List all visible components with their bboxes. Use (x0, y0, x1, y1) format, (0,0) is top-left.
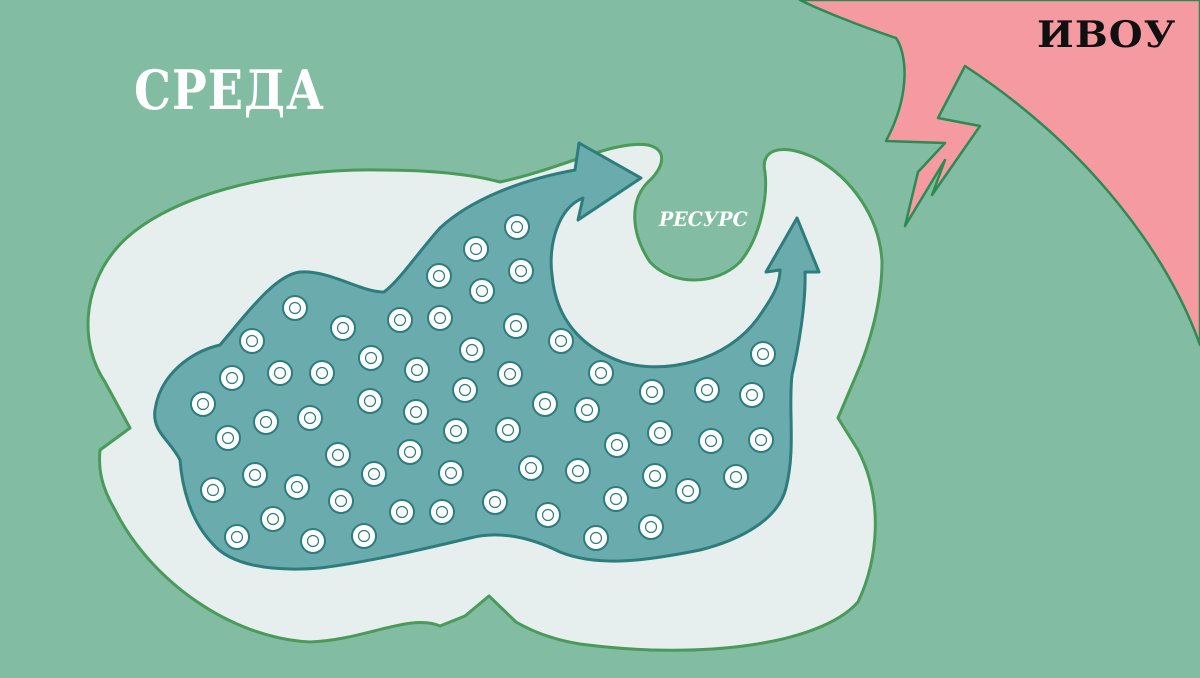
cell-icon (603, 486, 629, 512)
cell-icon (282, 295, 308, 321)
cells-group (190, 214, 776, 554)
cell-icon (647, 420, 673, 446)
cell-icon (642, 463, 668, 489)
threat-zone (798, 0, 1200, 347)
cell-icon (215, 425, 241, 451)
cell-icon (426, 263, 452, 289)
cell-icon (438, 460, 464, 486)
cell-icon (387, 307, 413, 333)
cell-icon (694, 377, 720, 403)
cell-icon (325, 442, 351, 468)
cell-icon (190, 391, 216, 417)
cell-icon (404, 357, 430, 383)
cell-icon (639, 379, 665, 405)
cell-icon (604, 432, 630, 458)
environment-label: СРЕДА (134, 58, 325, 122)
cell-icon (675, 478, 701, 504)
cell-icon (219, 365, 245, 391)
cell-icon (389, 499, 415, 525)
cell-icon (588, 360, 614, 386)
cell-icon (495, 417, 521, 443)
cell-icon (723, 464, 749, 490)
cell-icon (361, 461, 387, 487)
cell-icon (443, 418, 469, 444)
cell-icon (297, 405, 323, 431)
cell-icon (548, 328, 574, 354)
organism-body (153, 141, 821, 571)
cell-icon (739, 382, 765, 408)
cell-icon (330, 315, 356, 341)
cell-icon (267, 360, 293, 386)
cell-icon (328, 488, 354, 514)
cell-icon (260, 506, 286, 532)
cell-icon (698, 428, 724, 454)
cell-icon (242, 462, 268, 488)
cell-icon (459, 337, 485, 363)
cell-icon (403, 399, 429, 425)
cell-icon (750, 341, 776, 367)
cell-icon (482, 489, 508, 515)
cell-icon (503, 313, 529, 339)
cell-icon (224, 524, 250, 550)
cell-icon (452, 377, 478, 403)
cell-icon (358, 345, 384, 371)
cell-icon (357, 388, 383, 414)
cell-icon (565, 458, 591, 484)
cell-icon (748, 427, 774, 453)
cell-icon (497, 361, 523, 387)
cell-icon (638, 514, 664, 540)
cell-icon (429, 499, 455, 525)
cell-icon (574, 397, 600, 423)
cell-icon (532, 391, 558, 417)
cell-icon (535, 502, 561, 528)
cell-icon (463, 236, 489, 262)
cell-icon (469, 278, 495, 304)
cell-icon (309, 360, 335, 386)
cell-icon (508, 258, 534, 284)
threat-label: ИВОУ (1037, 14, 1177, 56)
cell-icon (300, 528, 326, 554)
cell-icon (583, 525, 609, 551)
resource-label: РЕСУРС (659, 207, 748, 231)
cell-icon (284, 474, 310, 500)
cell-icon (427, 305, 453, 331)
cell-icon (518, 455, 544, 481)
cell-icon (351, 523, 377, 549)
cell-icon (239, 328, 265, 354)
cell-icon (397, 439, 423, 465)
cell-icon (200, 477, 226, 503)
cell-icon (504, 214, 530, 240)
cell-icon (253, 409, 279, 435)
